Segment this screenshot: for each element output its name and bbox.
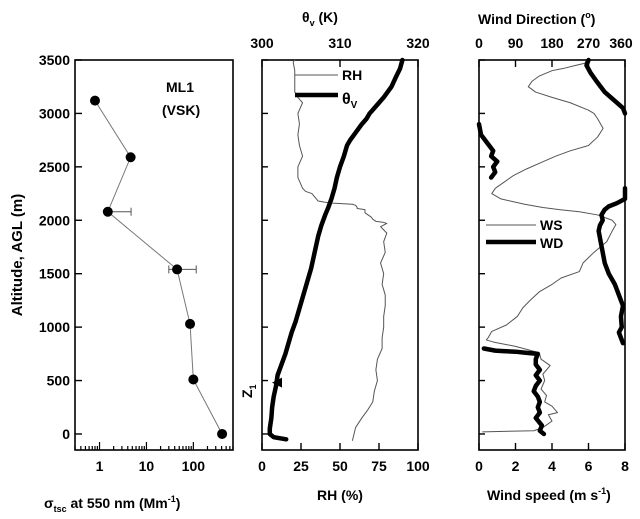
wind-speed-label: Wind speed (m s bbox=[487, 487, 598, 503]
panel-middle: 0 25 50 75 100 300 310 320 bbox=[250, 35, 430, 474]
scattering-connector-line bbox=[94, 100, 223, 435]
left-x-tick-label: 1 bbox=[96, 458, 104, 474]
panel-right: 0 2 4 6 8 0 90 180 270 360 bbox=[475, 35, 633, 474]
middle-top-axis-label: θv (K) bbox=[302, 9, 338, 28]
left-y-tick-label: 3500 bbox=[39, 52, 70, 68]
wind-speed-end: ) bbox=[606, 487, 611, 503]
right-x-tick-label: 8 bbox=[621, 458, 629, 474]
thetav-series-line bbox=[267, 57, 405, 442]
rh-series-line bbox=[292, 59, 388, 441]
data-point bbox=[125, 152, 136, 163]
wd-series-line bbox=[481, 346, 547, 437]
middle-top-tick-label: 310 bbox=[328, 35, 352, 51]
z1-marker-label: Z1 bbox=[239, 384, 258, 398]
legend-wd-label: WD bbox=[540, 235, 563, 251]
theta-symbol: θ bbox=[302, 9, 310, 25]
wind-direction-sup: o bbox=[585, 10, 591, 20]
data-point bbox=[89, 95, 100, 106]
middle-x-tick-label: 0 bbox=[258, 458, 266, 474]
xlabel-main: at 550 nm (Mm bbox=[67, 495, 168, 511]
middle-x-axis-label: RH (%) bbox=[317, 487, 363, 503]
data-point bbox=[217, 428, 228, 439]
legend-thetav-label: θV bbox=[342, 91, 358, 111]
left-y-tick-label: 1000 bbox=[39, 319, 70, 335]
xlabel-end: ) bbox=[176, 495, 181, 511]
left-y-tick-label: 2000 bbox=[39, 212, 70, 228]
right-x-tick-label: 6 bbox=[585, 458, 593, 474]
xlabel-sigma: σ bbox=[44, 495, 54, 511]
middle-x-tick-label: 50 bbox=[332, 458, 348, 474]
wd-series-line bbox=[476, 121, 500, 180]
right-top-tick-label: 270 bbox=[577, 35, 601, 51]
legend-rh-label: RH bbox=[342, 67, 362, 83]
theta-sub: v bbox=[310, 18, 315, 28]
annotation-line2: (VSK) bbox=[162, 102, 200, 118]
right-top-axis-label: Wind Direction (o) bbox=[478, 10, 595, 27]
middle-top-tick-label: 300 bbox=[250, 35, 274, 51]
left-x-tick-label: 10 bbox=[139, 458, 155, 474]
data-point bbox=[172, 264, 183, 275]
right-top-tick-label: 360 bbox=[609, 35, 633, 51]
data-point bbox=[185, 318, 196, 329]
left-y-tick-label: 500 bbox=[47, 373, 71, 389]
right-x-tick-label: 4 bbox=[548, 458, 556, 474]
wind-direction-label: Wind Direction ( bbox=[478, 11, 586, 27]
left-y-tick-label: 3000 bbox=[39, 105, 70, 121]
middle-x-tick-label: 100 bbox=[406, 458, 430, 474]
legend-thetav-symbol: θ bbox=[342, 91, 351, 108]
left-y-tick-label: 2500 bbox=[39, 159, 70, 175]
wd-series-line bbox=[596, 185, 628, 346]
panel-left-frame bbox=[74, 59, 234, 451]
data-point bbox=[188, 374, 199, 385]
right-top-tick-label: 90 bbox=[508, 35, 524, 51]
left-x-tick-label: 100 bbox=[182, 458, 206, 474]
right-x-axis-label: Wind speed (m s-1) bbox=[487, 486, 611, 503]
wind-speed-sup: -1 bbox=[598, 486, 606, 496]
z1-arrow-icon bbox=[272, 377, 282, 388]
y-axis-label: Altitude, AGL (m) bbox=[9, 194, 26, 317]
z1-sub: 1 bbox=[248, 384, 258, 389]
right-top-tick-label: 0 bbox=[475, 35, 483, 51]
wd-series-line bbox=[584, 57, 628, 116]
left-y-tick-label: 0 bbox=[62, 426, 70, 442]
theta-unit: (K) bbox=[315, 9, 338, 25]
xlabel-sup: -1 bbox=[168, 494, 176, 504]
middle-top-tick-label: 320 bbox=[406, 35, 430, 51]
data-point bbox=[102, 206, 113, 217]
middle-x-tick-label: 75 bbox=[371, 458, 387, 474]
right-x-tick-label: 2 bbox=[512, 458, 520, 474]
panel-left: 0 500 1000 1500 2000 2500 3000 3500 1 10 100 bbox=[39, 52, 234, 474]
middle-x-tick-label: 25 bbox=[293, 458, 309, 474]
wind-direction-end: ) bbox=[591, 11, 596, 27]
ws-series-line bbox=[482, 59, 617, 433]
right-top-tick-label: 180 bbox=[540, 35, 564, 51]
annotation-line1: ML1 bbox=[166, 79, 194, 95]
legend-ws-label: WS bbox=[540, 217, 563, 233]
left-x-axis-label: σtsc at 550 nm (Mm-1) bbox=[44, 494, 180, 514]
z1-letter: Z bbox=[239, 389, 255, 398]
xlabel-sigma-sub: tsc bbox=[54, 504, 67, 514]
left-y-tick-label: 1500 bbox=[39, 266, 70, 282]
right-x-tick-label: 0 bbox=[475, 458, 483, 474]
panel-middle-frame bbox=[261, 59, 419, 451]
legend-thetav-sub: V bbox=[351, 100, 358, 111]
